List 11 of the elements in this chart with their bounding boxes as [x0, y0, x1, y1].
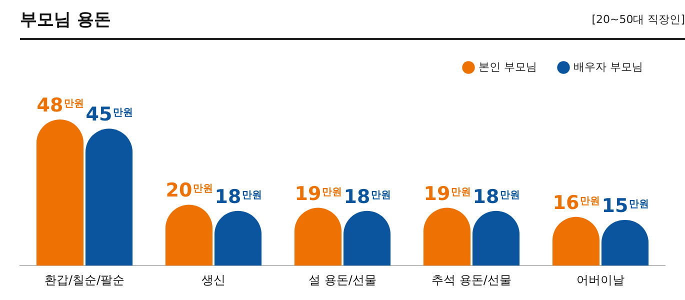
legend-label: 본인 부모님: [478, 60, 538, 74]
x-tick-label: 어버이날: [576, 272, 624, 287]
x-tick-label: 추석 용돈/선물: [432, 272, 512, 287]
x-tick-label: 설 용돈/선물: [308, 272, 376, 287]
legend-label: 배우자 부모님: [574, 60, 644, 74]
chart-title: 부모님 용돈: [20, 9, 111, 31]
bar: [85, 128, 133, 266]
x-tick-label: 환갑/칠순/팔순: [44, 272, 125, 287]
x-tick-label: 생신: [202, 272, 226, 287]
chart-subtitle: [20~50대 직장인]: [592, 12, 685, 27]
bar: [36, 120, 84, 266]
